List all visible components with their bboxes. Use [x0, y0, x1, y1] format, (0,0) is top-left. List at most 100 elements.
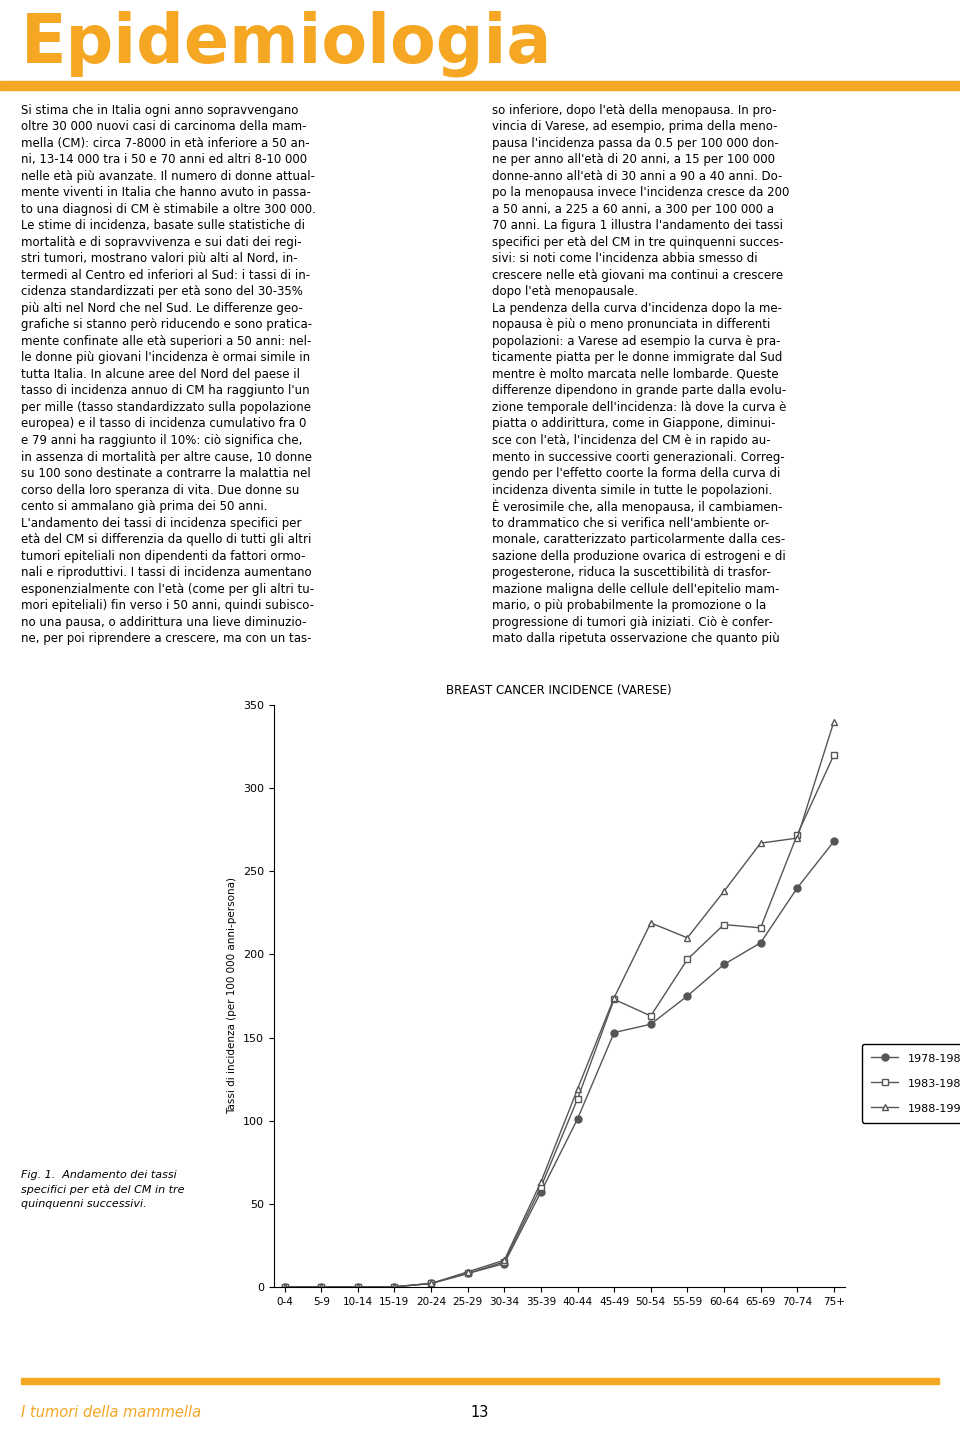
Line: 1978-1982: 1978-1982	[281, 838, 837, 1290]
1988-1992	[425, 1275, 437, 1293]
Text: crescere nelle età giovani ma continui a crescere: crescere nelle età giovani ma continui a…	[492, 269, 782, 282]
Text: mentre è molto marcata nelle lombarde. Queste: mentre è molto marcata nelle lombarde. Q…	[492, 368, 779, 381]
1988-1992	[352, 1278, 364, 1296]
1983-1987	[609, 990, 620, 1008]
1988-1992	[498, 1252, 510, 1269]
1983-1987	[462, 1265, 473, 1282]
1988-1992	[389, 1278, 400, 1296]
Text: I tumori della mammella: I tumori della mammella	[21, 1405, 202, 1421]
Y-axis label: Tassi di incidenza (per 100 000 anni-persona): Tassi di incidenza (per 100 000 anni-per…	[228, 878, 237, 1114]
Line: 1983-1987: 1983-1987	[281, 752, 837, 1290]
Text: piatta o addirittura, come in Giappone, diminui-: piatta o addirittura, come in Giappone, …	[492, 417, 775, 430]
Text: dopo l'età menopausale.: dopo l'età menopausale.	[492, 285, 637, 298]
1988-1992	[828, 712, 840, 730]
Text: Epidemiologia: Epidemiologia	[21, 10, 553, 77]
Text: sce con l'età, l'incidenza del CM è in rapido au-: sce con l'età, l'incidenza del CM è in r…	[492, 433, 770, 446]
1978-1982	[572, 1111, 584, 1128]
1978-1982	[352, 1278, 364, 1296]
Text: tumori epiteliali non dipendenti da fattori ormo-: tumori epiteliali non dipendenti da fatt…	[21, 550, 305, 563]
Text: popolazioni: a Varese ad esempio la curva è pra-: popolazioni: a Varese ad esempio la curv…	[492, 334, 780, 348]
Text: nelle età più avanzate. Il numero di donne attual-: nelle età più avanzate. Il numero di don…	[21, 170, 315, 183]
Text: Fig. 1.  Andamento dei tassi
specifici per età del CM in tre
quinquenni successi: Fig. 1. Andamento dei tassi specifici pe…	[21, 1170, 184, 1210]
Text: monale, caratterizzato particolarmente dalla ces-: monale, caratterizzato particolarmente d…	[492, 534, 784, 547]
1978-1982	[718, 955, 730, 973]
1983-1987	[425, 1275, 437, 1293]
Text: nopausa è più o meno pronunciata in differenti: nopausa è più o meno pronunciata in diff…	[492, 318, 770, 332]
Text: progressione di tumori già iniziati. Ciò è confer-: progressione di tumori già iniziati. Ciò…	[492, 615, 773, 628]
1988-1992	[718, 883, 730, 900]
Text: incidenza diventa simile in tutte le popolazioni.: incidenza diventa simile in tutte le pop…	[492, 484, 772, 497]
Text: Si stima che in Italia ogni anno sopravvengano: Si stima che in Italia ogni anno sopravv…	[21, 103, 299, 116]
Text: mazione maligna delle cellule dell'epitelio mam-: mazione maligna delle cellule dell'epite…	[492, 583, 779, 596]
Text: nali e riproduttivi. I tassi di incidenza aumentano: nali e riproduttivi. I tassi di incidenz…	[21, 566, 312, 579]
1988-1992	[316, 1278, 327, 1296]
Text: cento si ammalano già prima dei 50 anni.: cento si ammalano già prima dei 50 anni.	[21, 500, 268, 513]
1983-1987	[791, 826, 803, 843]
1978-1982	[791, 880, 803, 897]
Text: sazione della produzione ovarica di estrogeni e di: sazione della produzione ovarica di estr…	[492, 550, 785, 563]
Text: mento in successive coorti generazionali. Correg-: mento in successive coorti generazionali…	[492, 451, 784, 464]
1988-1992	[278, 1278, 290, 1296]
Text: progesterone, riduca la suscettibilità di trasfor-: progesterone, riduca la suscettibilità d…	[492, 566, 770, 579]
1978-1982	[682, 987, 693, 1005]
Text: È verosimile che, alla menopausa, il cambiamen-: È verosimile che, alla menopausa, il cam…	[492, 499, 782, 513]
1983-1987	[718, 916, 730, 933]
Text: 70 anni. La figura 1 illustra l'andamento dei tassi: 70 anni. La figura 1 illustra l'andament…	[492, 220, 782, 233]
1978-1982	[609, 1024, 620, 1041]
Text: per mille (tasso standardizzato sulla popolazione: per mille (tasso standardizzato sulla po…	[21, 401, 311, 414]
1988-1992	[645, 915, 657, 932]
Text: e 79 anni ha raggiunto il 10%: ciò significa che,: e 79 anni ha raggiunto il 10%: ciò signi…	[21, 433, 302, 446]
Text: differenze dipendono in grande parte dalla evolu-: differenze dipendono in grande parte dal…	[492, 384, 786, 397]
Text: mente confinate alle età superiori a 50 anni: nel-: mente confinate alle età superiori a 50 …	[21, 334, 311, 348]
Text: esponenzialmente con l'età (come per gli altri tu-: esponenzialmente con l'età (come per gli…	[21, 583, 314, 596]
1988-1992	[609, 989, 620, 1006]
1983-1987	[389, 1278, 400, 1296]
1988-1992	[682, 929, 693, 947]
Text: Le stime di incidenza, basate sulle statistiche di: Le stime di incidenza, basate sulle stat…	[21, 220, 305, 233]
Legend: 1978-1982, 1983-1987, 1988-1992: 1978-1982, 1983-1987, 1988-1992	[862, 1044, 960, 1122]
Line: 1988-1992: 1988-1992	[281, 718, 837, 1290]
Text: ticamente piatta per le donne immigrate dal Sud: ticamente piatta per le donne immigrate …	[492, 352, 781, 365]
1978-1982	[462, 1265, 473, 1282]
Text: tutta Italia. In alcune aree del Nord del paese il: tutta Italia. In alcune aree del Nord de…	[21, 368, 300, 381]
1988-1992	[535, 1173, 546, 1191]
Text: termedi al Centro ed inferiori al Sud: i tassi di in-: termedi al Centro ed inferiori al Sud: i…	[21, 269, 310, 282]
1983-1987	[645, 1008, 657, 1025]
Text: grafiche si stanno però riducendo e sono pratica-: grafiche si stanno però riducendo e sono…	[21, 318, 312, 332]
1988-1992	[462, 1264, 473, 1281]
1983-1987	[352, 1278, 364, 1296]
Text: no una pausa, o addirittura una lieve diminuzio-: no una pausa, o addirittura una lieve di…	[21, 615, 306, 628]
Text: so inferiore, dopo l'età della menopausa. In pro-: so inferiore, dopo l'età della menopausa…	[492, 103, 776, 116]
1978-1982	[425, 1275, 437, 1293]
Text: europea) e il tasso di incidenza cumulativo fra 0: europea) e il tasso di incidenza cumulat…	[21, 417, 306, 430]
Text: specifici per età del CM in tre quinquenni succes-: specifici per età del CM in tre quinquen…	[492, 236, 783, 249]
1983-1987	[535, 1178, 546, 1195]
Text: mella (CM): circa 7-8000 in età inferiore a 50 an-: mella (CM): circa 7-8000 in età inferior…	[21, 137, 310, 150]
Text: donne-anno all'età di 30 anni a 90 a 40 anni. Do-: donne-anno all'età di 30 anni a 90 a 40 …	[492, 170, 781, 183]
Text: sivi: si noti come l'incidenza abbia smesso di: sivi: si noti come l'incidenza abbia sme…	[492, 252, 757, 265]
1983-1987	[316, 1278, 327, 1296]
1988-1992	[791, 829, 803, 846]
Title: BREAST CANCER INCIDENCE (VARESE): BREAST CANCER INCIDENCE (VARESE)	[446, 683, 672, 696]
Text: to drammatico che si verifica nell'ambiente or-: to drammatico che si verifica nell'ambie…	[492, 516, 769, 529]
Text: L'andamento dei tassi di incidenza specifici per: L'andamento dei tassi di incidenza speci…	[21, 516, 301, 529]
1983-1987	[278, 1278, 290, 1296]
1983-1987	[828, 746, 840, 763]
Text: cidenza standardizzati per età sono del 30-35%: cidenza standardizzati per età sono del …	[21, 285, 303, 298]
Text: mori epiteliali) fin verso i 50 anni, quindi subisco-: mori epiteliali) fin verso i 50 anni, qu…	[21, 599, 314, 612]
Text: corso della loro speranza di vita. Due donne su: corso della loro speranza di vita. Due d…	[21, 484, 300, 497]
1978-1982	[316, 1278, 327, 1296]
1988-1992	[572, 1080, 584, 1098]
Text: 13: 13	[470, 1405, 490, 1421]
1978-1982	[278, 1278, 290, 1296]
Text: stri tumori, mostrano valori più alti al Nord, in-: stri tumori, mostrano valori più alti al…	[21, 252, 298, 265]
Text: ni, 13-14 000 tra i 50 e 70 anni ed altri 8-10 000: ni, 13-14 000 tra i 50 e 70 anni ed altr…	[21, 153, 307, 166]
1983-1987	[682, 951, 693, 968]
Text: tasso di incidenza annuo di CM ha raggiunto l'un: tasso di incidenza annuo di CM ha raggiu…	[21, 384, 310, 397]
Text: mario, o più probabilmente la promozione o la: mario, o più probabilmente la promozione…	[492, 599, 766, 612]
Text: mato dalla ripetuta osservazione che quanto più: mato dalla ripetuta osservazione che qua…	[492, 632, 780, 646]
1983-1987	[572, 1090, 584, 1108]
1978-1982	[389, 1278, 400, 1296]
Text: La pendenza della curva d'incidenza dopo la me-: La pendenza della curva d'incidenza dopo…	[492, 302, 781, 316]
Text: mortalità e di sopravvivenza e sui dati dei regi-: mortalità e di sopravvivenza e sui dati …	[21, 236, 301, 249]
